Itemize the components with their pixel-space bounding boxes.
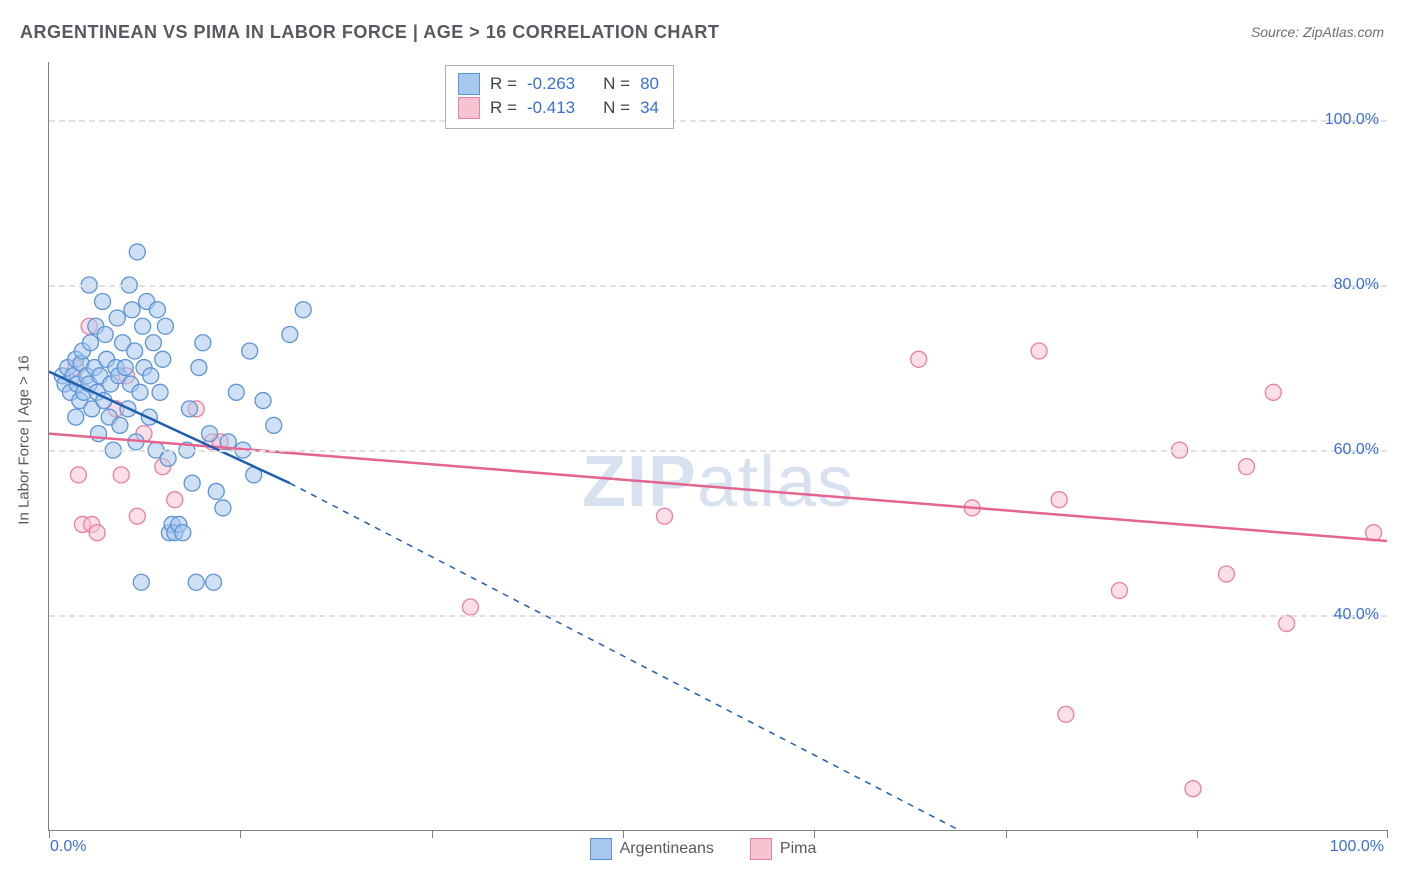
x-legend-item: Argentineans [590, 838, 714, 860]
scatter-point [117, 360, 133, 376]
scatter-point [282, 327, 298, 343]
scatter-point [124, 302, 140, 318]
scatter-point [1058, 706, 1074, 722]
scatter-point [132, 384, 148, 400]
gridline-h [49, 285, 1387, 287]
scatter-point [202, 426, 218, 442]
x-tick [623, 830, 624, 838]
legend-swatch [458, 73, 480, 95]
scatter-point [167, 492, 183, 508]
x-axis-label-right: 100.0% [1330, 838, 1384, 856]
scatter-point [175, 525, 191, 541]
x-legend-label: Pima [780, 840, 816, 858]
gridline-h [49, 120, 1387, 122]
y-tick-label: 80.0% [1334, 276, 1379, 294]
stats-legend-box: R = -0.263 N = 80 R = -0.413 N = 34 [445, 65, 674, 129]
legend-swatch [590, 838, 612, 860]
gridline-h [49, 450, 1387, 452]
scatter-point [155, 351, 171, 367]
x-tick [432, 830, 433, 838]
scatter-point [89, 525, 105, 541]
r-value: -0.413 [527, 96, 575, 120]
scatter-point [181, 401, 197, 417]
scatter-point [1051, 492, 1067, 508]
scatter-point [109, 310, 125, 326]
scatter-point [133, 574, 149, 590]
x-tick [1006, 830, 1007, 838]
scatter-point [191, 360, 207, 376]
scatter-point [462, 599, 478, 615]
x-tick [240, 830, 241, 838]
scatter-point [143, 368, 159, 384]
n-value: 80 [640, 72, 659, 96]
scatter-point [97, 327, 113, 343]
r-label: R = [490, 72, 517, 96]
n-value: 34 [640, 96, 659, 120]
scatter-point [255, 393, 271, 409]
scatter-point [95, 293, 111, 309]
scatter-point [1239, 459, 1255, 475]
scatter-point [206, 574, 222, 590]
y-tick-label: 40.0% [1334, 606, 1379, 624]
legend-swatch [750, 838, 772, 860]
scatter-point [266, 417, 282, 433]
chart-svg [49, 62, 1387, 830]
scatter-point [70, 467, 86, 483]
n-label: N = [603, 72, 630, 96]
scatter-point [195, 335, 211, 351]
gridline-h [49, 615, 1387, 617]
scatter-point [1185, 781, 1201, 797]
scatter-point [1111, 583, 1127, 599]
scatter-point [145, 335, 161, 351]
scatter-point [112, 417, 128, 433]
chart-plot-area: ZIPatlas 40.0%60.0%80.0%100.0% [48, 62, 1387, 831]
x-axis-legend: Argentineans Pima [0, 838, 1406, 865]
scatter-point [208, 483, 224, 499]
x-tick [49, 830, 50, 838]
x-axis-label-left: 0.0% [50, 838, 86, 856]
x-tick [1387, 830, 1388, 838]
scatter-point [113, 467, 129, 483]
scatter-point [129, 508, 145, 524]
y-tick-label: 100.0% [1325, 111, 1379, 129]
x-tick [1197, 830, 1198, 838]
stats-legend-row: R = -0.263 N = 80 [458, 72, 659, 96]
scatter-point [188, 574, 204, 590]
scatter-point [1218, 566, 1234, 582]
scatter-point [228, 384, 244, 400]
y-tick-label: 60.0% [1334, 441, 1379, 459]
scatter-point [1279, 616, 1295, 632]
scatter-point [129, 244, 145, 260]
r-value: -0.263 [527, 72, 575, 96]
scatter-point [1265, 384, 1281, 400]
stats-legend-row: R = -0.413 N = 34 [458, 96, 659, 120]
scatter-point [135, 318, 151, 334]
x-tick [814, 830, 815, 838]
x-legend-label: Argentineans [620, 840, 714, 858]
scatter-point [149, 302, 165, 318]
n-label: N = [603, 96, 630, 120]
scatter-point [1031, 343, 1047, 359]
scatter-point [242, 343, 258, 359]
x-legend-item: Pima [750, 838, 816, 860]
trend-line [290, 483, 959, 830]
scatter-point [160, 450, 176, 466]
scatter-point [295, 302, 311, 318]
chart-title: ARGENTINEAN VS PIMA IN LABOR FORCE | AGE… [20, 22, 719, 43]
legend-swatch [458, 97, 480, 119]
scatter-point [82, 335, 98, 351]
source-attribution: Source: ZipAtlas.com [1251, 24, 1384, 40]
scatter-point [127, 343, 143, 359]
scatter-point [215, 500, 231, 516]
r-label: R = [490, 96, 517, 120]
scatter-point [68, 409, 84, 425]
scatter-point [656, 508, 672, 524]
scatter-point [157, 318, 173, 334]
y-axis-title: In Labor Force | Age > 16 [16, 355, 33, 524]
scatter-point [911, 351, 927, 367]
scatter-point [184, 475, 200, 491]
scatter-point [152, 384, 168, 400]
